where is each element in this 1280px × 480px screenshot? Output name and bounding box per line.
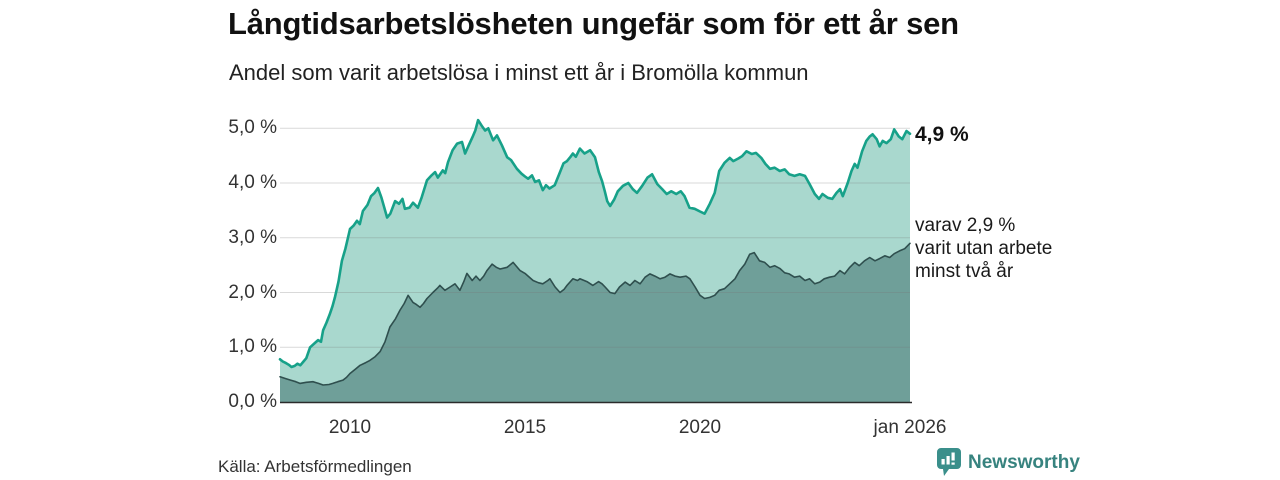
line-series-0 [278,118,912,369]
y-axis-tick-label: 2,0 % [228,282,277,303]
y-axis-tick-label: 1,0 % [228,336,277,357]
page-title: Långtidsarbetslösheten ungefär som för e… [228,6,959,41]
y-axis-tick-label: 4,0 % [228,172,277,193]
x-axis-tick-label: 2015 [503,417,547,438]
x-axis-tick-label: jan 2026 [873,417,947,438]
area-series-1 [280,243,910,402]
x-axis-tick-label: 2010 [328,417,372,438]
series-end-value-label: 4,9 % [915,123,969,146]
source-caption: Källa: Arbetsförmedlingen [218,457,412,476]
y-axis-tick-label: 0,0 % [228,391,277,412]
series-annotation: varav 2,9 % varit utan arbete minst två … [915,215,1053,282]
y-axis-tick-label: 3,0 % [228,227,277,248]
newsworthy-logo: Newsworthy [937,448,1080,476]
line-series-1 [279,242,911,386]
newsworthy-barchart-icon [937,448,961,476]
y-axis-tick-label: 5,0 % [228,117,277,138]
brand-name: Newsworthy [968,452,1080,473]
x-axis-tick-label: 2020 [678,417,722,438]
chart-subtitle: Andel som varit arbetslösa i minst ett å… [229,60,809,85]
